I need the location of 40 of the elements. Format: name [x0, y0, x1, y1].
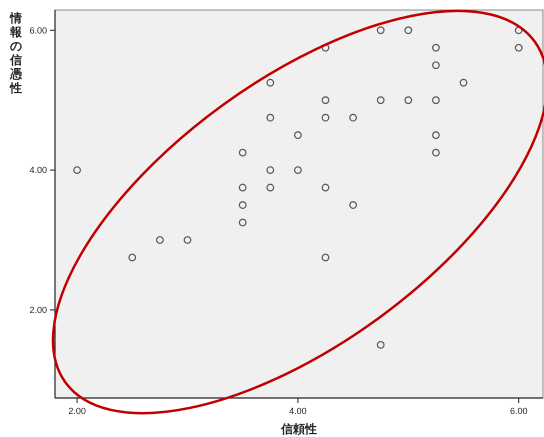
point [238, 148, 247, 157]
y-tick-label: 6.00 [29, 25, 47, 36]
point [376, 96, 385, 104]
point [376, 340, 385, 349]
point [238, 201, 247, 209]
point [266, 114, 274, 122]
y-axis-title: 情報の信憑性 [9, 11, 23, 95]
point [322, 184, 330, 192]
point [266, 166, 274, 174]
y-tick-label: 4.00 [29, 165, 47, 176]
point [376, 26, 385, 34]
point [404, 26, 412, 34]
point [322, 96, 330, 104]
point [432, 44, 440, 52]
point [266, 78, 274, 87]
point [294, 166, 302, 174]
point [128, 254, 136, 262]
point [432, 96, 440, 104]
point [294, 131, 302, 140]
point [266, 184, 274, 192]
point [432, 131, 440, 140]
point [514, 44, 523, 52]
x-axis-title: 信頼性 [280, 422, 317, 436]
point [184, 236, 192, 244]
point [322, 114, 330, 122]
point [460, 78, 468, 87]
point [238, 218, 247, 226]
point [238, 184, 247, 192]
point [349, 114, 357, 122]
x-tick-label: 4.00 [289, 406, 307, 416]
point [156, 236, 164, 244]
point [322, 254, 330, 262]
y-tick-label: 2.00 [29, 304, 47, 315]
x-tick-label: 2.00 [68, 406, 86, 416]
point [404, 96, 412, 104]
x-tick-label: 6.00 [510, 406, 528, 416]
point [349, 201, 357, 209]
point [73, 166, 81, 174]
point [432, 148, 440, 157]
point [432, 61, 440, 70]
